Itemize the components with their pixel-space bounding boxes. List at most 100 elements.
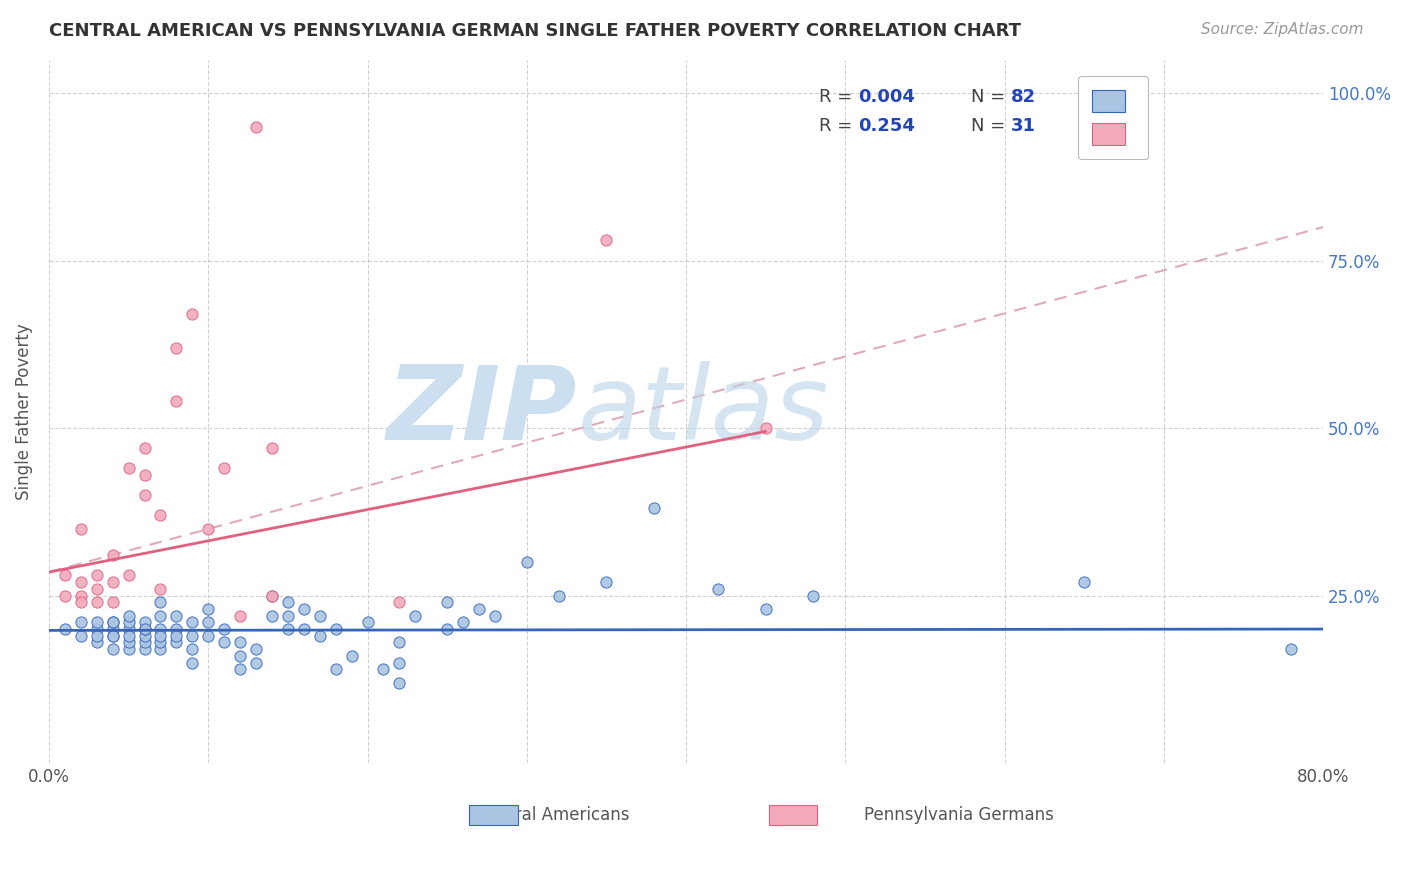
Text: 0.004: 0.004 xyxy=(858,88,915,106)
Point xyxy=(86,622,108,636)
Point xyxy=(260,589,283,603)
Point xyxy=(101,629,124,643)
Point xyxy=(181,656,204,670)
Point xyxy=(436,622,458,636)
Point xyxy=(165,629,187,643)
Point xyxy=(277,608,299,623)
Point xyxy=(134,488,156,502)
Point xyxy=(229,608,252,623)
Point xyxy=(260,608,283,623)
Point xyxy=(165,394,187,409)
Point xyxy=(117,642,139,657)
Point xyxy=(149,582,172,596)
Point xyxy=(134,467,156,482)
Point xyxy=(101,615,124,630)
Point xyxy=(388,635,411,649)
Point xyxy=(149,629,172,643)
Point xyxy=(308,608,330,623)
Point xyxy=(229,662,252,676)
Point xyxy=(134,642,156,657)
Point xyxy=(117,615,139,630)
Text: CENTRAL AMERICAN VS PENNSYLVANIA GERMAN SINGLE FATHER POVERTY CORRELATION CHART: CENTRAL AMERICAN VS PENNSYLVANIA GERMAN … xyxy=(49,22,1021,40)
Point xyxy=(595,575,617,590)
Point xyxy=(292,602,315,616)
Point xyxy=(117,568,139,582)
Point xyxy=(117,608,139,623)
Point xyxy=(165,341,187,355)
Point xyxy=(547,589,569,603)
Point xyxy=(229,635,252,649)
Point xyxy=(292,622,315,636)
Point xyxy=(149,595,172,609)
Point xyxy=(197,629,219,643)
Point xyxy=(165,635,187,649)
Point xyxy=(149,508,172,523)
Text: Pennsylvania Germans: Pennsylvania Germans xyxy=(865,806,1054,824)
Point xyxy=(53,568,76,582)
Text: ZIP: ZIP xyxy=(387,361,578,462)
Point xyxy=(356,615,378,630)
Text: 31: 31 xyxy=(1011,118,1036,136)
Point xyxy=(86,629,108,643)
Point xyxy=(260,589,283,603)
Point xyxy=(149,608,172,623)
Point xyxy=(165,608,187,623)
Point xyxy=(134,622,156,636)
Point xyxy=(755,421,778,435)
Text: 82: 82 xyxy=(1011,88,1036,106)
Point xyxy=(101,615,124,630)
Point xyxy=(134,629,156,643)
Point xyxy=(595,234,617,248)
Point xyxy=(101,642,124,657)
Point xyxy=(245,120,267,134)
Point xyxy=(643,501,665,516)
Point xyxy=(86,595,108,609)
Point xyxy=(69,522,91,536)
Point xyxy=(181,307,204,321)
Y-axis label: Single Father Poverty: Single Father Poverty xyxy=(15,323,32,500)
Point xyxy=(165,622,187,636)
Point xyxy=(707,582,730,596)
Point xyxy=(1279,642,1302,657)
Text: N =: N = xyxy=(972,88,1011,106)
Text: R =: R = xyxy=(818,118,858,136)
Point xyxy=(245,656,267,670)
Point xyxy=(134,441,156,455)
Point xyxy=(117,629,139,643)
Point xyxy=(373,662,395,676)
Point xyxy=(451,615,474,630)
Point xyxy=(69,615,91,630)
Point xyxy=(516,555,538,569)
Point xyxy=(86,615,108,630)
Point xyxy=(181,629,204,643)
FancyBboxPatch shape xyxy=(769,805,817,825)
Point xyxy=(86,568,108,582)
Text: Source: ZipAtlas.com: Source: ZipAtlas.com xyxy=(1201,22,1364,37)
Point xyxy=(134,622,156,636)
Point xyxy=(117,461,139,475)
Point xyxy=(181,615,204,630)
Point xyxy=(69,589,91,603)
Point xyxy=(229,648,252,663)
Point xyxy=(101,575,124,590)
Point xyxy=(101,549,124,563)
Point xyxy=(388,675,411,690)
FancyBboxPatch shape xyxy=(470,805,517,825)
Point xyxy=(388,656,411,670)
Point xyxy=(86,635,108,649)
Legend: , : , xyxy=(1078,76,1149,160)
Point xyxy=(69,629,91,643)
Point xyxy=(149,622,172,636)
Point xyxy=(212,635,235,649)
Point xyxy=(245,642,267,657)
Point xyxy=(149,635,172,649)
Point xyxy=(181,642,204,657)
Point xyxy=(755,602,778,616)
Point xyxy=(101,595,124,609)
Point xyxy=(325,662,347,676)
Point xyxy=(277,595,299,609)
Point xyxy=(436,595,458,609)
Point xyxy=(308,629,330,643)
Point xyxy=(197,602,219,616)
Text: Central Americans: Central Americans xyxy=(475,806,628,824)
